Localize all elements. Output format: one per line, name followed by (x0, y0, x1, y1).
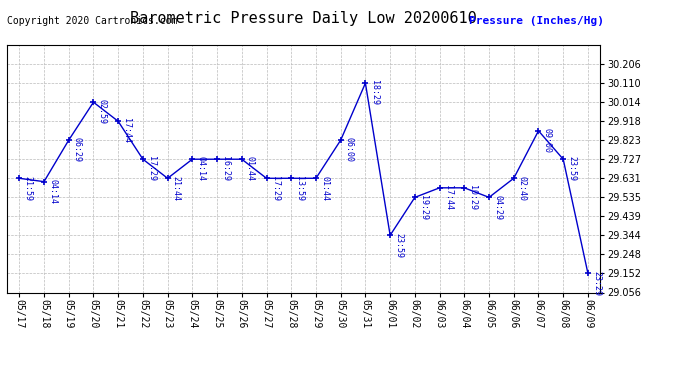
Text: 23:59: 23:59 (567, 156, 576, 182)
Text: 09:00: 09:00 (542, 128, 551, 153)
Text: 04:29: 04:29 (493, 195, 502, 220)
Text: 17:29: 17:29 (147, 156, 156, 182)
Text: Copyright 2020 Cartronics.com: Copyright 2020 Cartronics.com (7, 16, 177, 26)
Text: 23:29: 23:29 (592, 271, 601, 296)
Text: 17:29: 17:29 (270, 176, 279, 201)
Text: 23:59: 23:59 (394, 232, 403, 258)
Text: 18:29: 18:29 (370, 80, 379, 105)
Text: 16:29: 16:29 (221, 156, 230, 182)
Text: 01:44: 01:44 (246, 156, 255, 182)
Text: 13:59: 13:59 (295, 176, 304, 201)
Text: 06:00: 06:00 (345, 137, 354, 162)
Text: 17:44: 17:44 (444, 185, 453, 210)
Text: 01:44: 01:44 (320, 176, 329, 201)
Text: Barometric Pressure Daily Low 20200610: Barometric Pressure Daily Low 20200610 (130, 11, 477, 26)
Text: 21:59: 21:59 (23, 176, 32, 201)
Text: 10:29: 10:29 (469, 185, 477, 210)
Text: 02:59: 02:59 (97, 99, 106, 124)
Text: 17:44: 17:44 (122, 118, 131, 144)
Text: 04:14: 04:14 (48, 179, 57, 204)
Text: 02:40: 02:40 (518, 176, 527, 201)
Text: 06:29: 06:29 (73, 137, 82, 162)
Text: 04:14: 04:14 (197, 156, 206, 182)
Text: 19:29: 19:29 (419, 195, 428, 220)
Text: Pressure (Inches/Hg): Pressure (Inches/Hg) (469, 16, 604, 26)
Text: 21:44: 21:44 (172, 176, 181, 201)
